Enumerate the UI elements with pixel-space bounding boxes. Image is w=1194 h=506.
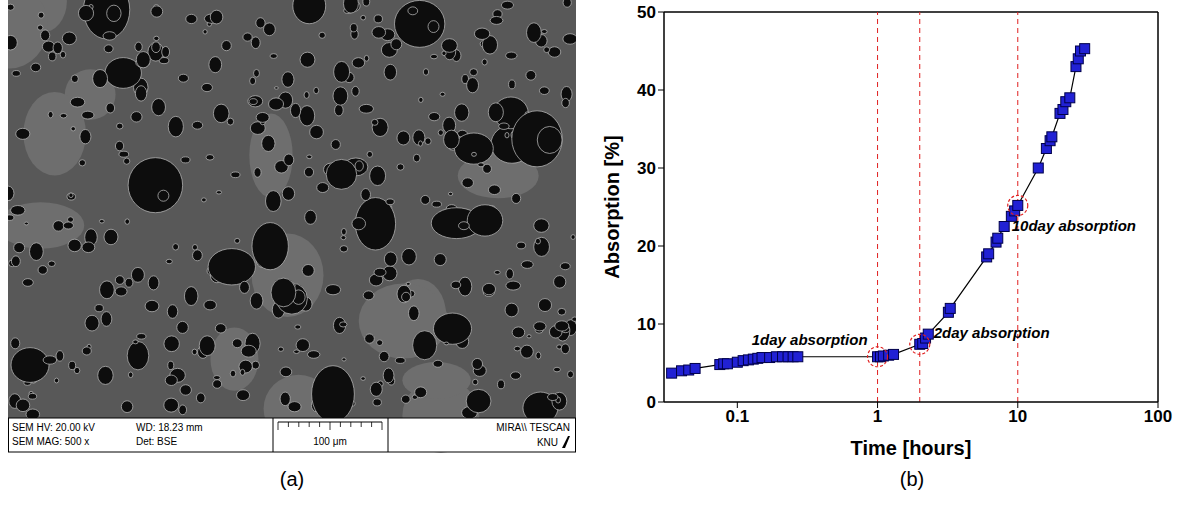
svg-text:20: 20: [637, 237, 656, 256]
svg-text:1day absorption: 1day absorption: [752, 331, 868, 348]
svg-text:30: 30: [637, 159, 656, 178]
svg-text:100: 100: [1144, 407, 1172, 426]
svg-text:WD: 18.23 mm: WD: 18.23 mm: [136, 422, 203, 433]
svg-text:0: 0: [647, 393, 656, 412]
html-text:(b): (b): [899, 468, 925, 490]
svg-text:SEM HV: 20.00 kV: SEM HV: 20.00 kV: [12, 422, 95, 433]
html-text:(a): (a): [279, 468, 305, 490]
svg-text:Time [hours]: Time [hours]: [851, 437, 972, 459]
svg-text:40: 40: [637, 81, 656, 100]
svg-text:SEM MAG: 500 x: SEM MAG: 500 x: [12, 436, 89, 447]
svg-text:MIRA\\ TESCAN: MIRA\\ TESCAN: [496, 422, 570, 433]
svg-text:10: 10: [637, 315, 656, 334]
svg-text:50: 50: [637, 3, 656, 22]
svg-text:1: 1: [873, 407, 882, 426]
svg-text:2day absorption: 2day absorption: [933, 324, 1050, 341]
svg-text:KNU: KNU: [537, 437, 558, 448]
svg-text:100 μm: 100 μm: [313, 436, 347, 447]
svg-text:10day absorption: 10day absorption: [1012, 217, 1136, 234]
svg-text:0.1: 0.1: [726, 407, 750, 426]
svg-text:Absorption [%]: Absorption [%]: [601, 135, 623, 278]
svg-text:Det: BSE: Det: BSE: [136, 436, 177, 447]
svg-text:10: 10: [1008, 407, 1027, 426]
